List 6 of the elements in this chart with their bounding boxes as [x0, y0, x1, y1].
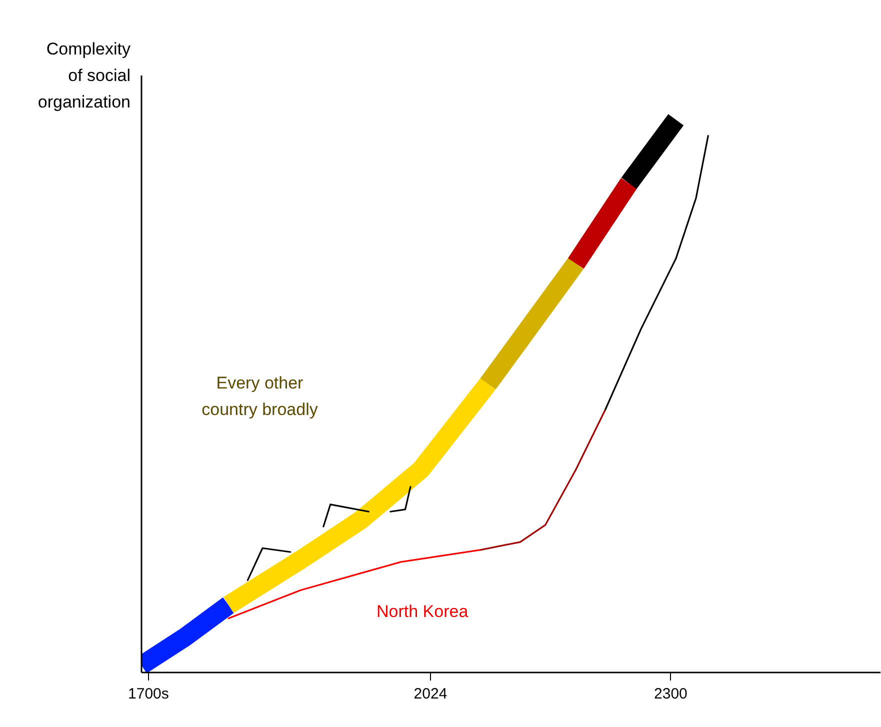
x-tick-label: 2024 — [414, 686, 448, 702]
x-tick-label: 2300 — [654, 686, 688, 702]
annotation: Every other country broadly — [202, 373, 318, 419]
annotation: North Korea — [376, 602, 469, 622]
x-tick-label: 1700s — [128, 686, 169, 702]
y-axis-title: Complexity of social organization — [38, 39, 131, 112]
